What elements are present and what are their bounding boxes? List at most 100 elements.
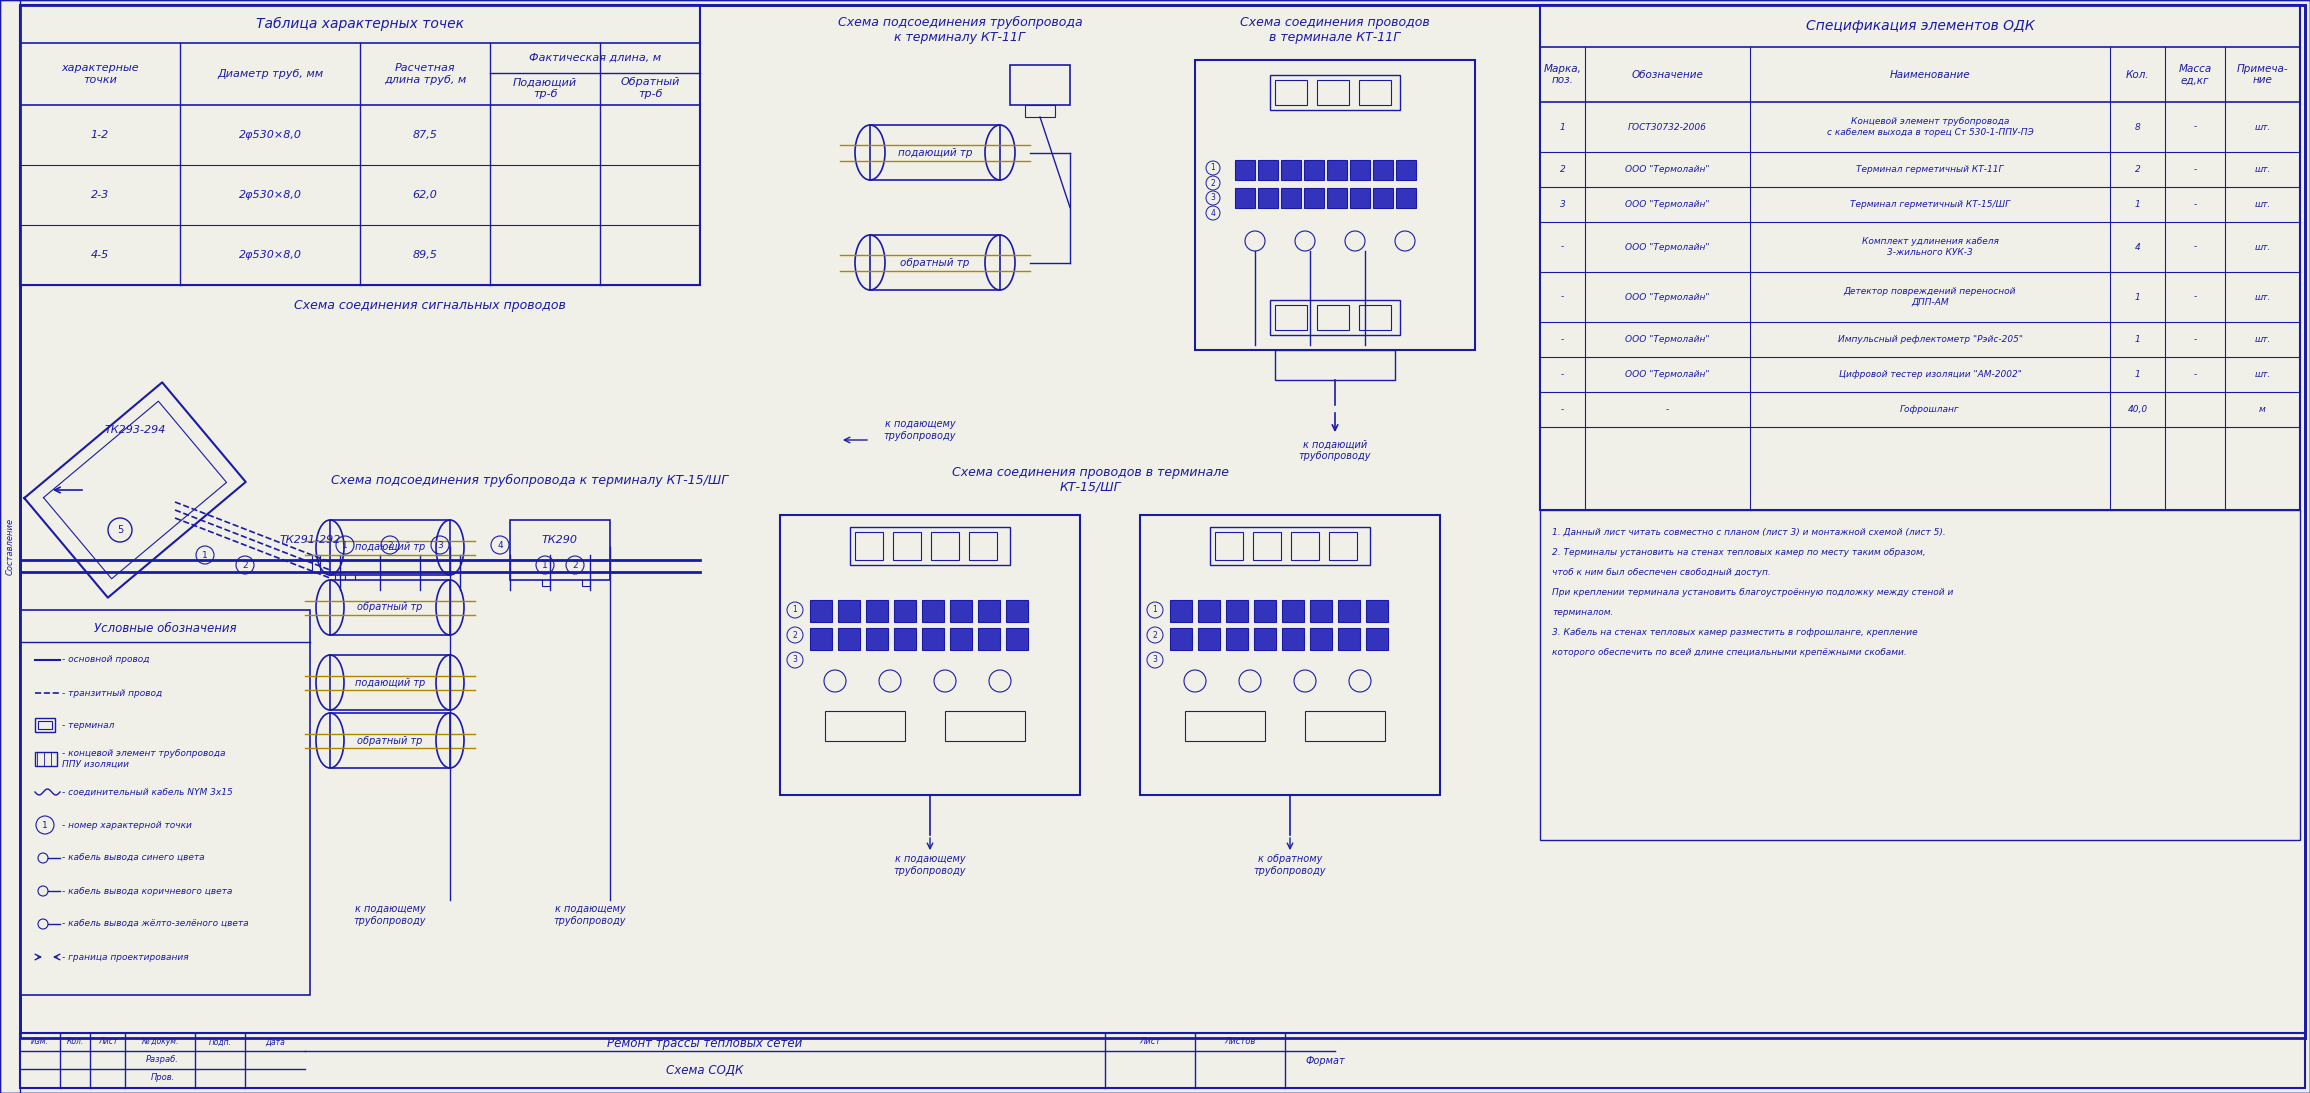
Text: шт.: шт. (2255, 334, 2271, 344)
Bar (330, 655, 450, 710)
Bar (1395, 188, 1416, 208)
Text: Импульсный рефлектометр "Рэйс-205": Импульсный рефлектометр "Рэйс-205" (1836, 334, 2024, 344)
Text: подающий тр: подающий тр (356, 542, 425, 552)
Bar (922, 628, 945, 650)
Bar (441, 555, 450, 572)
Bar (1227, 628, 1247, 650)
Text: - концевой элемент трубопровода
ППУ изоляции: - концевой элемент трубопровода ППУ изол… (62, 750, 226, 768)
Bar (1185, 712, 1266, 741)
Text: шт.: шт. (2255, 200, 2271, 209)
Bar (1005, 628, 1028, 650)
Text: 1. Данный лист читать совместно с планом (лист 3) и монтажной схемой (лист 5).: 1. Данный лист читать совместно с планом… (1552, 528, 1945, 537)
Bar (35, 752, 58, 766)
Text: ООО "Термолайн": ООО "Термолайн" (1626, 371, 1709, 379)
Text: Схема подсоединения трубопровода к терминалу КТ-15/ШГ: Схема подсоединения трубопровода к терми… (330, 473, 728, 486)
Text: обратный тр: обратный тр (358, 736, 423, 745)
Text: Пров.: Пров. (150, 1073, 176, 1082)
Bar (1365, 600, 1388, 622)
Text: - кабель вывода коричневого цвета: - кабель вывода коричневого цвета (62, 886, 233, 895)
Text: -: - (1562, 243, 1564, 251)
Bar (949, 628, 973, 650)
Text: Лист: Лист (97, 1037, 118, 1046)
Text: к подающий
трубопроводу: к подающий трубопроводу (1298, 439, 1372, 461)
Bar (21, 1033, 2305, 1088)
Text: 3: 3 (792, 656, 797, 665)
Bar (1282, 600, 1305, 622)
Text: № докум.: № докум. (141, 1037, 178, 1046)
Bar (850, 527, 1009, 565)
Text: Расчетная
длина труб, м: Расчетная длина труб, м (383, 63, 467, 85)
Bar (1236, 160, 1254, 180)
Bar (1252, 532, 1282, 560)
Text: обратный тр: обратный тр (901, 258, 970, 268)
Text: терминалом.: терминалом. (1552, 608, 1612, 618)
Bar (1365, 628, 1388, 650)
Text: 3: 3 (1153, 656, 1157, 665)
Text: ООО "Термолайн": ООО "Термолайн" (1626, 334, 1709, 344)
Text: ООО "Термолайн": ООО "Термолайн" (1626, 243, 1709, 251)
Bar (1259, 160, 1277, 180)
Bar (968, 532, 998, 560)
Text: к подающему
трубопроводу: к подающему трубопроводу (885, 420, 956, 440)
Bar (1169, 628, 1192, 650)
Text: 1: 1 (2134, 200, 2141, 209)
Text: 2-3: 2-3 (90, 190, 109, 200)
Text: 4-5: 4-5 (90, 250, 109, 260)
Text: 2: 2 (792, 631, 797, 639)
Bar (37, 721, 53, 729)
Bar (866, 600, 887, 622)
Text: Фактическая длина, м: Фактическая длина, м (529, 52, 661, 63)
Text: 2: 2 (2134, 165, 2141, 174)
Text: -: - (2194, 243, 2197, 251)
Bar (1270, 75, 1400, 110)
Bar (811, 628, 832, 650)
Text: шт.: шт. (2255, 293, 2271, 302)
Bar (1259, 188, 1277, 208)
Text: ООО "Термолайн": ООО "Термолайн" (1626, 200, 1709, 209)
Text: -: - (2194, 334, 2197, 344)
Text: 3: 3 (1559, 200, 1566, 209)
Bar (0, 0, 21, 1093)
Bar (582, 572, 589, 586)
Text: Терминал герметичный КТ-15/ШГ: Терминал герметичный КТ-15/ШГ (1850, 200, 2010, 209)
Text: - терминал: - терминал (62, 721, 116, 730)
Text: шт.: шт. (2255, 243, 2271, 251)
Text: Спецификация элементов ОДК: Спецификация элементов ОДК (1806, 19, 2035, 33)
Bar (393, 555, 400, 572)
Text: Обратный
тр-б: Обратный тр-б (621, 78, 679, 98)
Bar (1358, 305, 1391, 330)
Text: 87,5: 87,5 (413, 130, 437, 140)
Text: Терминал герметичный КТ-11Г: Терминал герметичный КТ-11Г (1857, 165, 2003, 174)
Text: Подающий
тр-б: Подающий тр-б (513, 78, 578, 98)
Text: 2: 2 (388, 541, 393, 550)
Bar (330, 713, 450, 768)
Bar (839, 628, 859, 650)
Text: Диаметр труб, мм: Диаметр труб, мм (217, 69, 323, 79)
Text: 2φ530×8,0: 2φ530×8,0 (238, 130, 303, 140)
Bar (1210, 527, 1370, 565)
Bar (977, 628, 1000, 650)
Bar (351, 555, 360, 572)
Text: ООО "Термолайн": ООО "Термолайн" (1626, 293, 1709, 302)
Text: Условные обозначения: Условные обозначения (95, 622, 236, 635)
Text: Схема подсоединения трубопровода
к терминалу КТ-11Г: Схема подсоединения трубопровода к терми… (839, 16, 1083, 44)
Bar (1372, 188, 1393, 208)
Text: 1: 1 (1559, 122, 1566, 131)
Bar (894, 600, 917, 622)
Text: 2. Терминалы установить на стенах тепловых камер по месту таким образом,: 2. Терминалы установить на стенах теплов… (1552, 548, 1927, 557)
Text: 1: 1 (2134, 334, 2141, 344)
Text: -: - (2194, 293, 2197, 302)
Text: -: - (1562, 406, 1564, 414)
Bar (1236, 188, 1254, 208)
Text: 1: 1 (42, 821, 49, 830)
Text: 2: 2 (243, 561, 247, 569)
Text: 1: 1 (2134, 371, 2141, 379)
Text: ТК291-292: ТК291-292 (280, 534, 340, 545)
Text: ТК293-294: ТК293-294 (104, 425, 166, 435)
Bar (312, 555, 321, 572)
Bar (1317, 305, 1349, 330)
Bar (931, 532, 959, 560)
Text: 1: 1 (543, 561, 547, 569)
Text: Таблица характерных точек: Таблица характерных точек (256, 17, 464, 31)
Bar (949, 600, 973, 622)
